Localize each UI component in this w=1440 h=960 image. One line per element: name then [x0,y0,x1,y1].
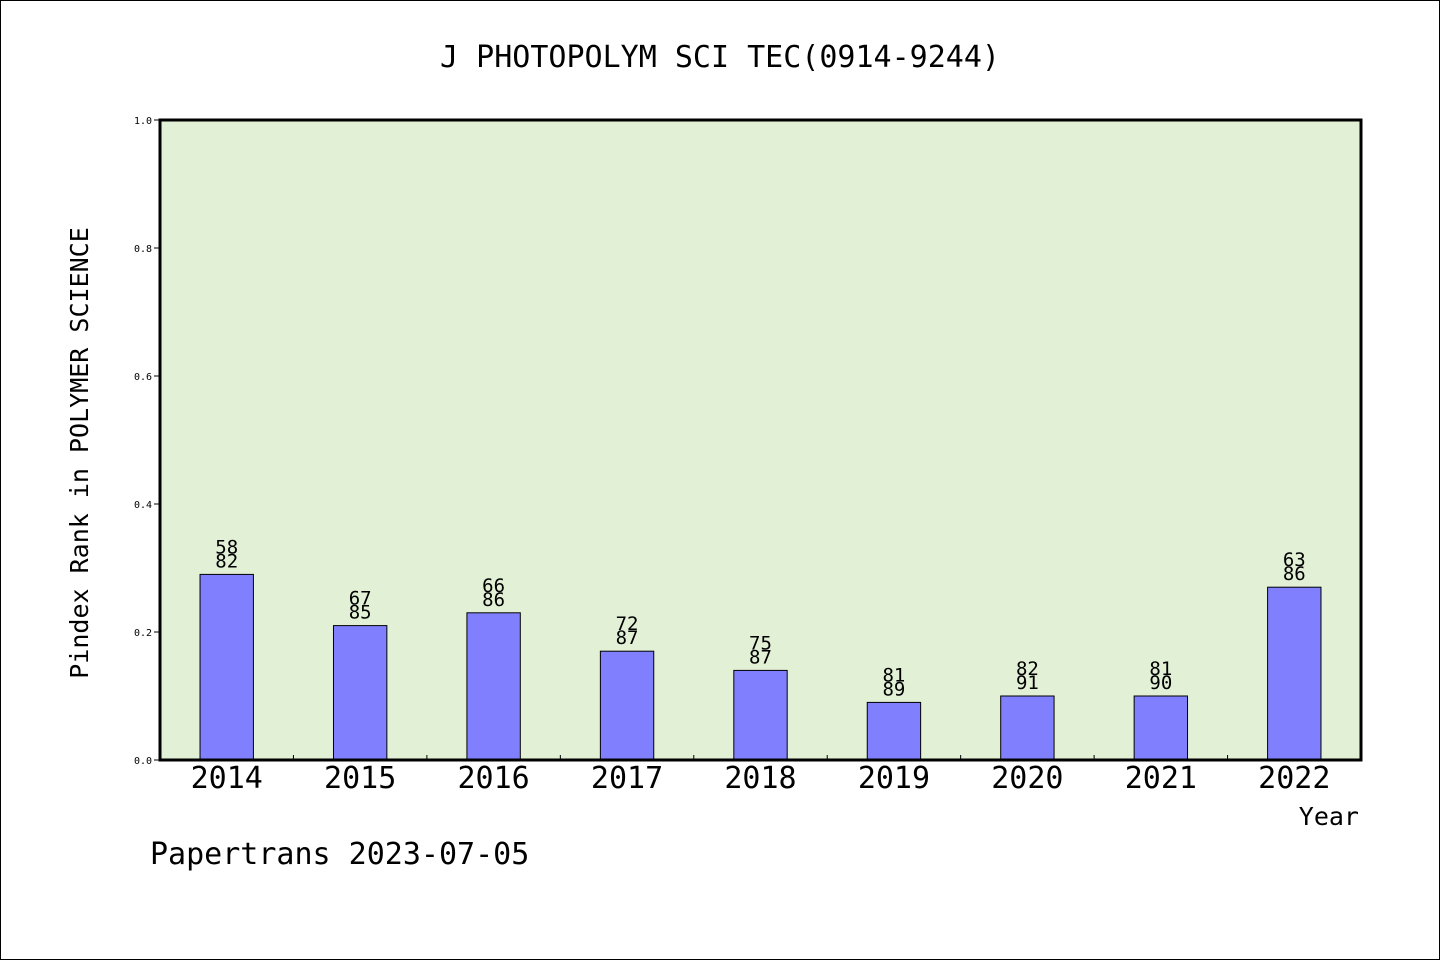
bar-total-label: 91 [1016,672,1039,694]
y-tick-label: 1.0 [134,116,152,127]
bar-rank-label: 66 [482,575,505,597]
plot-border [158,118,1363,762]
bar-2016 [466,612,521,761]
bar-2014 [199,573,254,761]
y-tick-label: 0.4 [134,500,152,511]
bar-rank-label: 63 [1283,549,1306,571]
x-tick-label: 2018 [724,761,796,796]
x-tick-label: 2014 [191,761,263,796]
x-tick-label: 2015 [324,761,396,796]
x-tick-label: 2022 [1258,761,1330,796]
x-tick-label: 2019 [858,761,930,796]
bar-rank-label: 82 [1016,658,1039,680]
x-axis-title: Year [1299,802,1359,831]
bar-2017 [599,650,655,761]
bar-2021 [1133,695,1189,761]
y-tick-label: 0.2 [134,628,152,639]
y-tick-label: 0.0 [134,756,152,767]
bar-total-label: 87 [616,627,639,649]
bar-total-label: 87 [749,646,772,668]
bar-rank-label: 75 [749,632,772,654]
bar-2018 [733,669,788,761]
x-tick-label: 2016 [457,761,529,796]
y-axis-title: Pindex Rank in POLYMER SCIENCE [65,227,94,679]
bar-total-label: 90 [1149,672,1172,694]
bar-rank-label: 58 [215,536,238,558]
bar-total-label: 86 [482,589,505,611]
bar-2019 [866,701,922,761]
bar-rank-label: 81 [1149,658,1172,680]
bar-2020 [1000,695,1055,761]
footer-credit: Papertrans 2023-07-05 [150,837,529,872]
bar-rank-label: 72 [616,613,639,635]
bar-rank-label: 67 [349,588,372,610]
bar-2015 [332,625,388,761]
bar-total-label: 86 [1283,563,1306,585]
bar-total-label: 85 [349,602,372,624]
bar-2022 [1267,586,1322,761]
x-axis: 2014 2015 2016 2017 2018 2019 2020 2021 2022 [191,755,1330,796]
x-tick-label: 2020 [991,761,1063,796]
y-axis: 0.0 0.2 0.4 0.6 0.8 1.0 [134,116,160,767]
y-tick-label: 0.8 [134,244,152,255]
bar-total-label: 82 [215,550,238,572]
bar-rank-label: 81 [882,664,905,686]
y-tick-label: 0.6 [134,372,152,383]
chart-title: J PHOTOPOLYM SCI TEC(0914-9244) [440,40,1000,75]
bar-total-label: 89 [882,678,905,700]
x-tick-label: 2017 [591,761,663,796]
x-tick-label: 2021 [1125,761,1197,796]
